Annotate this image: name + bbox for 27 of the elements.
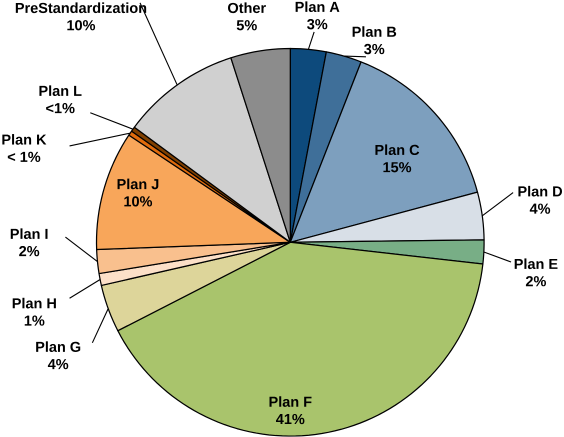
slice-label: Other [228,2,266,14]
data-label: 2% [19,246,40,256]
slice-label: Plan C [375,144,420,156]
data-label: <1% [46,103,75,114]
slice-label: Plan E [514,258,558,270]
data-label: 3% [307,19,328,30]
slice-label: Plan I [10,228,48,240]
slice-label: Plan L [39,85,82,96]
data-label: 5% [236,20,257,30]
data-label: 4% [530,204,550,214]
data-label: 41% [276,414,304,424]
data-label: 10% [67,20,96,30]
legend-label: Plan K [2,134,46,145]
slice-label: Plan J [118,178,158,190]
slice-label: Plan A [296,2,340,12]
slice-label: Plan H [12,298,56,309]
data-label: 3% [364,44,384,54]
data-label: 1% [24,316,44,326]
slice-label: Plan B [352,26,396,38]
data-label: 2% [526,276,546,286]
data-label: < 1% [8,152,40,162]
slice-label: Plan G [36,341,80,352]
data-label: 10% [124,196,152,207]
data-label: 15% [383,162,412,172]
slice-label: Plan D [518,186,562,197]
slice-label: Plan F [270,396,312,408]
data-label: 4% [48,359,68,370]
